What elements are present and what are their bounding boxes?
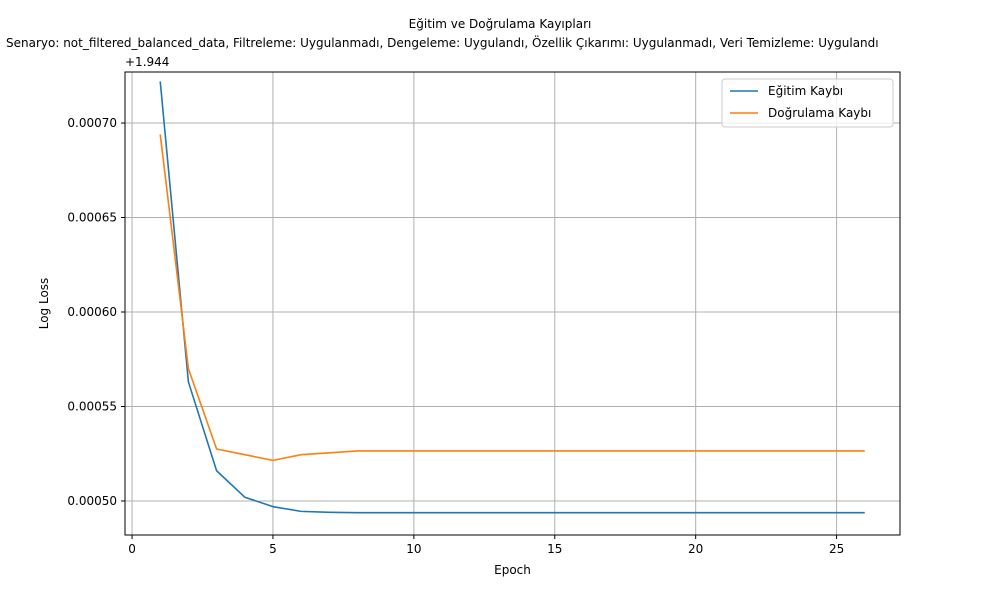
x-tick-label: 25 xyxy=(829,542,844,556)
series-lines xyxy=(159,81,865,514)
legend-label-2: Doğrulama Kaybı xyxy=(768,106,871,120)
legend-label-1: Eğitim Kaybı xyxy=(768,84,843,98)
x-tick-label: 15 xyxy=(547,542,562,556)
y-offset-label: +1.944 xyxy=(125,55,170,69)
x-axis-label: Epoch xyxy=(494,563,531,577)
chart-subtitle: Senaryo: not_filtered_balanced_data, Fil… xyxy=(6,36,879,50)
series-line-1 xyxy=(159,81,865,514)
chart-title: Eğitim ve Doğrulama Kayıpları xyxy=(408,17,592,31)
x-tick-label: 0 xyxy=(128,542,136,556)
series-line-2 xyxy=(159,134,865,462)
legend: Eğitim Kaybı Doğrulama Kaybı xyxy=(721,78,894,128)
y-tick-label: 0.00050 xyxy=(67,494,117,508)
x-tick-label: 5 xyxy=(269,542,277,556)
x-tick-label: 20 xyxy=(688,542,703,556)
y-axis-label: Log Loss xyxy=(37,278,51,330)
plot-area-frame xyxy=(124,71,901,536)
grid-lines xyxy=(125,72,900,535)
y-tick-label: 0.00060 xyxy=(67,305,117,319)
y-tick-label: 0.00065 xyxy=(67,211,117,225)
x-tick-label: 10 xyxy=(406,542,421,556)
legend-box xyxy=(721,78,894,128)
axis-ticks: 0 5 10 15 20 25 0.00050 0.00055 0.00060 0.00065 0.… xyxy=(67,116,844,556)
y-tick-label: 0.00055 xyxy=(67,399,117,413)
y-tick-label: 0.00070 xyxy=(67,116,117,130)
